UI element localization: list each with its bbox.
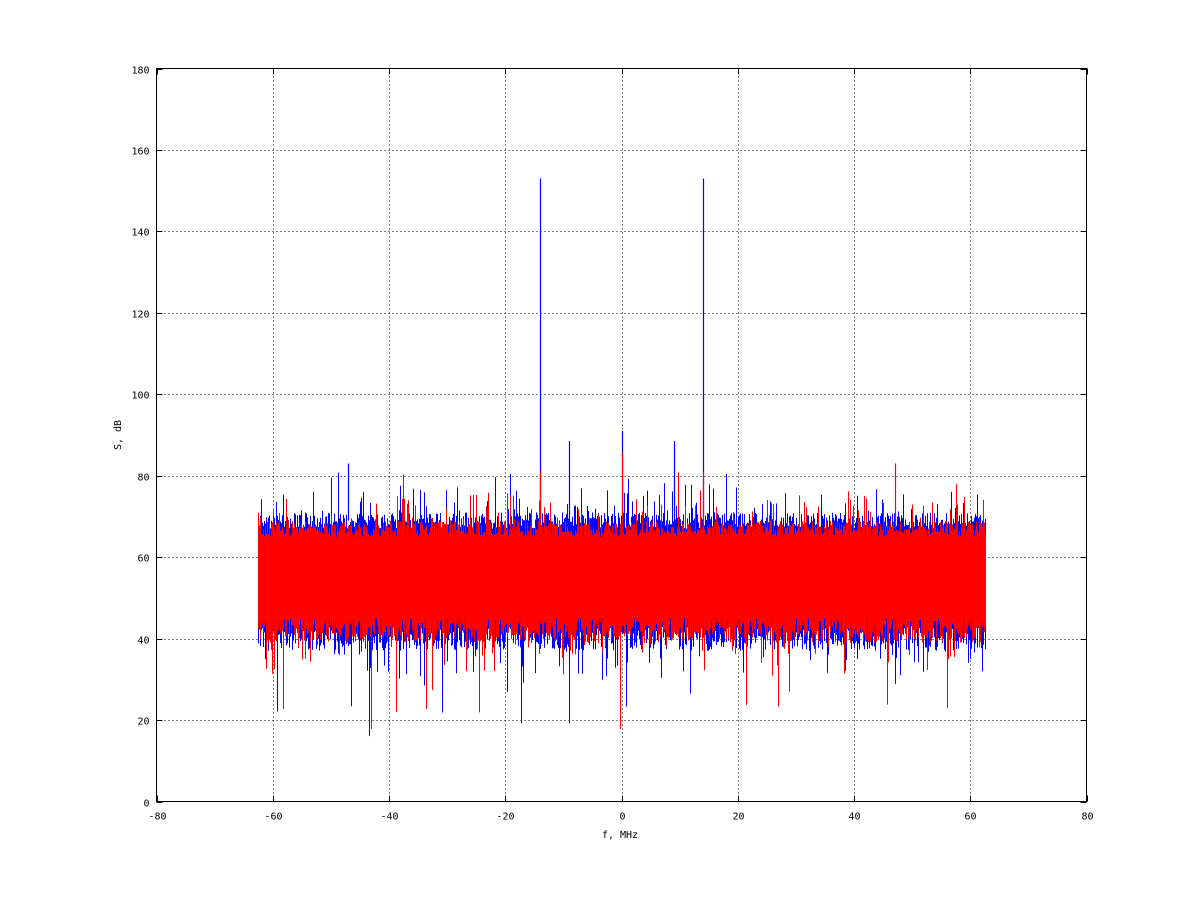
- plot-frame: [156, 68, 1087, 802]
- x-tick-label: 80: [1081, 812, 1093, 823]
- x-tick-label: 0: [619, 812, 625, 823]
- y-tick-label: 20: [137, 717, 149, 728]
- y-tick-label: 60: [137, 554, 149, 565]
- series-layer: [258, 178, 986, 737]
- x-tick-label: -60: [264, 812, 282, 823]
- y-tick-label: 80: [137, 473, 149, 484]
- y-tick-label: 40: [137, 636, 149, 647]
- y-tick-label: 140: [131, 228, 149, 239]
- series-1: [258, 453, 986, 730]
- x-tick-label: 40: [848, 812, 860, 823]
- x-tick-label: 20: [732, 812, 744, 823]
- x-tick-label: -40: [380, 812, 398, 823]
- y-axis-label: S, dB: [113, 420, 124, 450]
- y-tick-label: 160: [131, 147, 149, 158]
- ticks: -80 -60 -40 -20 0 20 40 60 80 0 20 40 60 80 100 120 140 1…: [131, 66, 1093, 823]
- x-tick-label: -80: [148, 812, 166, 823]
- x-tick-label: 60: [964, 812, 976, 823]
- x-axis-label: f, MHz: [602, 830, 638, 841]
- y-tick-label: 180: [131, 66, 149, 77]
- y-tick-label: 0: [143, 799, 149, 810]
- y-tick-label: 120: [131, 310, 149, 321]
- x-tick-label: -20: [496, 812, 514, 823]
- y-tick-label: 100: [131, 391, 149, 402]
